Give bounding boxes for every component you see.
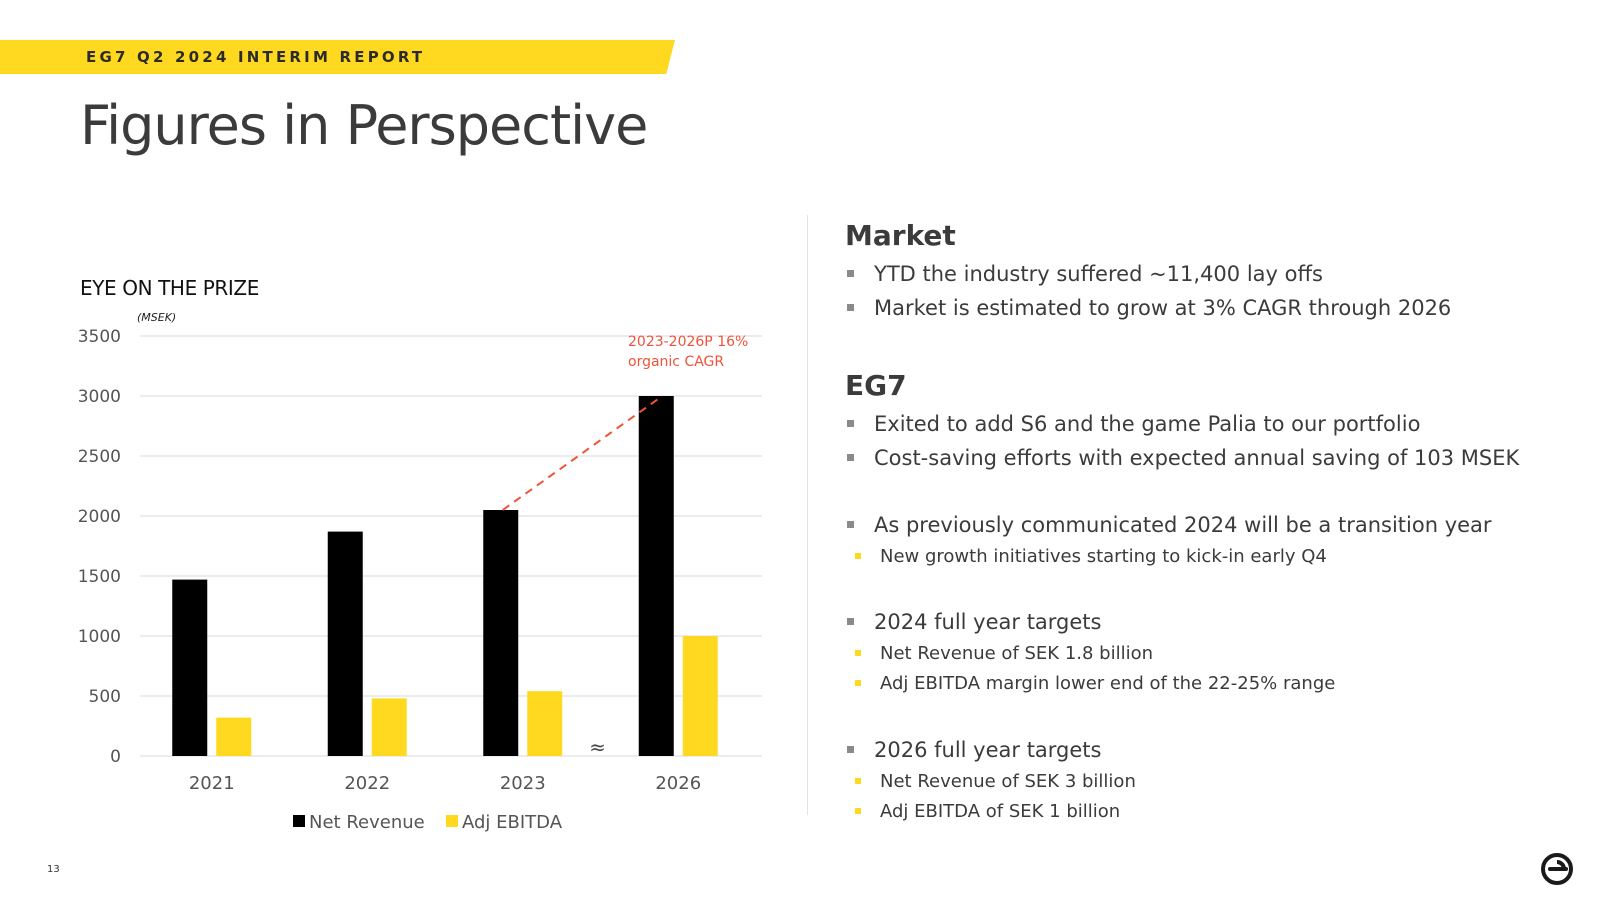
y-tick-label: 1500 (78, 567, 121, 587)
cagr-annotation: 2023-2026P 16% (628, 334, 748, 350)
bullet-marker (847, 420, 854, 427)
legend-label: Net Revenue (309, 812, 425, 833)
bar-chart: 0 500 1000 1500 2000 2500 3000 3500 2021 2022 2023… (78, 327, 762, 833)
targets-2026-bullet: 2026 full year targets (845, 738, 1101, 762)
y-tick-label: 3500 (78, 327, 121, 347)
chart-title: EYE ON THE PRIZE (80, 276, 259, 300)
bar-adj-ebitda-2026 (682, 636, 718, 756)
targets-2026-text: 2026 full year targets (874, 738, 1102, 762)
market-title: Market (845, 219, 956, 252)
sub-bullet-text: Adj EBITDA of SEK 1 billion (880, 801, 1121, 822)
sub-bullet-marker (855, 553, 861, 559)
eg7-bullet: Cost-saving efforts with expected annual… (845, 446, 1519, 470)
sub-bullet-marker (855, 650, 861, 656)
sub-bullet-text: Net Revenue of SEK 1.8 billion (880, 643, 1154, 664)
cagr-trend-line (502, 395, 663, 511)
eg7-bullet-text: Cost-saving efforts with expected annual… (874, 446, 1520, 470)
legend-label: Adj EBITDA (462, 812, 563, 833)
bar-net-revenue-2022 (327, 531, 363, 756)
targets-2024-sub-bullet: Net Revenue of SEK 1.8 billion (845, 643, 1153, 664)
bar-net-revenue-2023 (483, 510, 519, 756)
sub-bullet-marker (855, 680, 861, 686)
sub-bullet-text: New growth initiatives starting to kick-… (880, 546, 1327, 567)
header-banner (0, 40, 675, 74)
eg7-title: EG7 (845, 369, 907, 402)
bar-adj-ebitda-2022 (371, 698, 407, 756)
market-bullet: YTD the industry suffered ~11,400 lay of… (845, 262, 1323, 286)
page-title: Figures in Perspective (80, 94, 648, 157)
y-tick-label: 500 (89, 687, 121, 707)
divider (807, 215, 808, 815)
targets-2024-sub-bullet: Adj EBITDA margin lower end of the 22-25… (845, 673, 1335, 694)
bar-net-revenue-2021 (172, 579, 208, 756)
targets-2026-sub-bullet: Net Revenue of SEK 3 billion (845, 771, 1136, 792)
company-logo-icon (1541, 853, 1573, 885)
bullet-marker (847, 304, 854, 311)
sub-bullet-text: Net Revenue of SEK 3 billion (880, 771, 1136, 792)
market-bullet: Market is estimated to grow at 3% CAGR t… (845, 296, 1451, 320)
page-number: 13 (47, 864, 60, 875)
sub-bullet-marker (855, 778, 861, 784)
x-tick-label: 2026 (655, 773, 701, 794)
report-label: EG7 Q2 2024 INTERIM REPORT (86, 48, 426, 66)
bar-net-revenue-2026 (638, 396, 674, 756)
targets-2024-bullet: 2024 full year targets (845, 610, 1101, 634)
market-bullet-text: Market is estimated to grow at 3% CAGR t… (874, 296, 1452, 320)
targets-2026-sub-bullet: Adj EBITDA of SEK 1 billion (845, 801, 1120, 822)
y-tick-label: 3000 (78, 387, 121, 407)
eg7-bullet: Exited to add S6 and the game Palia to o… (845, 412, 1420, 436)
cagr-annotation: organic CAGR (628, 354, 724, 370)
bullet-marker (847, 618, 854, 625)
sub-bullet-text: Adj EBITDA margin lower end of the 22-25… (880, 673, 1336, 694)
axis-break-symbol: ≈ (589, 735, 606, 759)
transition-bullet: As previously communicated 2024 will be … (845, 513, 1492, 537)
market-bullet-text: YTD the industry suffered ~11,400 lay of… (874, 262, 1323, 286)
x-tick-label: 2023 (500, 773, 546, 794)
y-tick-label: 2000 (78, 507, 121, 527)
chart-unit: (MSEK) (137, 311, 177, 324)
bar-adj-ebitda-2023 (527, 691, 563, 756)
transition-sub-bullet: New growth initiatives starting to kick-… (845, 546, 1327, 567)
legend-swatch (293, 815, 305, 827)
x-tick-label: 2021 (189, 773, 235, 794)
x-tick-label: 2022 (344, 773, 390, 794)
transition-text: As previously communicated 2024 will be … (874, 513, 1492, 537)
bullet-marker (847, 521, 854, 528)
bullet-marker (847, 746, 854, 753)
targets-2024-text: 2024 full year targets (874, 610, 1102, 634)
bullet-marker (847, 454, 854, 461)
y-tick-label: 1000 (78, 627, 121, 647)
sub-bullet-marker (855, 808, 861, 814)
y-tick-label: 0 (110, 747, 121, 767)
bar-adj-ebitda-2021 (216, 717, 252, 756)
eg7-bullet-text: Exited to add S6 and the game Palia to o… (874, 412, 1421, 436)
legend-swatch (446, 815, 458, 827)
bullet-marker (847, 270, 854, 277)
y-tick-label: 2500 (78, 447, 121, 467)
